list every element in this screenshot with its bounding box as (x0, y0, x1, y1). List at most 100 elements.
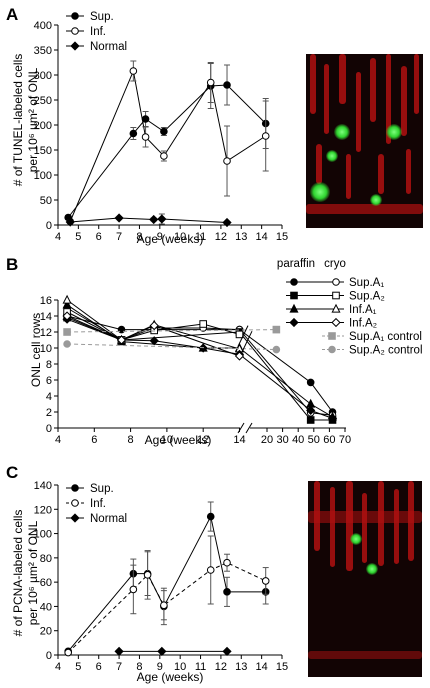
x-tick-label-b: 30 (276, 434, 288, 446)
series-line-c-0 (67, 515, 266, 652)
ylabel-b: ONL cell rows (29, 313, 43, 387)
y-tick-label-a: 400 (34, 20, 52, 32)
x-tick-label-c: 15 (276, 661, 288, 673)
x-tick-label-b: 70 (339, 434, 351, 446)
line-break-mark (237, 325, 249, 347)
legend-marker-b (332, 278, 340, 286)
legend-c: Sup. Inf. Normal (66, 483, 127, 525)
legend-marker-b (290, 278, 298, 286)
legend-label-a: Inf. (90, 26, 106, 38)
x-tick-label-b: 6 (91, 434, 97, 446)
data-point-a-2 (157, 214, 167, 224)
x-tick-label-c: 10 (174, 661, 186, 673)
data-point-b-9 (63, 340, 71, 348)
legend-marker-b (331, 303, 341, 313)
legend-marker-b (289, 303, 299, 313)
y-tick-label-a: 350 (34, 45, 52, 57)
data-point-a-2 (114, 213, 124, 223)
legend-marker-a (71, 12, 79, 20)
x-tick-label-b: 14 (233, 434, 245, 446)
y-tick-label-a: 150 (34, 145, 52, 157)
data-point-c-1 (129, 585, 138, 594)
x-tick-label-a: 13 (235, 231, 247, 243)
panel-letter-b: B (6, 255, 18, 274)
x-tick-label-a: 12 (215, 231, 227, 243)
data-point-c-2 (222, 646, 232, 656)
data-point-b-8 (63, 328, 71, 336)
y-tick-label-a: 0 (46, 220, 52, 232)
data-point-b-5 (62, 294, 72, 304)
data-point-b-7 (234, 351, 245, 361)
x-tick-label-b: 50 (308, 434, 320, 446)
legend-label-b: Inf.A₂ (349, 318, 377, 330)
legend-label-b: Sup.A₂ (349, 291, 385, 303)
x-tick-label-a: 5 (75, 231, 81, 243)
x-tick-label-a: 9 (157, 231, 163, 243)
legend-label-a: Sup. (90, 11, 114, 23)
x-tick-label-b: 4 (55, 434, 61, 446)
x-tick-label-c: 14 (256, 661, 268, 673)
y-tick-label-b: 12 (40, 327, 52, 339)
y-tick-label-b: 10 (40, 343, 52, 355)
chart-c: 0 20 40 60 80 100 120 140 4 5 6 7 8 9 10 11 12 13 14 15 (34, 480, 288, 673)
data-point-c-1 (160, 601, 168, 610)
data-point-b-9 (272, 345, 281, 354)
legend-marker-c (71, 499, 79, 507)
data-point-b-7 (62, 311, 72, 321)
legend-label-b: Sup.A₂ control (349, 345, 423, 357)
legend-marker-b (328, 345, 336, 354)
data-point-b-8 (272, 325, 281, 334)
data-point-b-6 (327, 413, 338, 424)
data-point-c-1 (143, 571, 152, 579)
legend-b: paraffin cryoSup.A₁Sup.A₂Inf.A₁Inf.A₂Sup.… (277, 258, 423, 357)
data-point-c-1 (64, 648, 72, 657)
ylabel-c-line1: # of PCNA-labeled cells (11, 510, 25, 637)
ylabel-c-line2: per 10⁶ µm² of ONL (26, 520, 40, 625)
data-point-a-0 (160, 127, 168, 136)
data-point-b-4 (62, 299, 72, 309)
data-point-c-0 (206, 512, 215, 521)
x-tick-label-c: 12 (215, 661, 227, 673)
legend-marker-b (328, 332, 336, 340)
legend-label-b: Sup.A₁ (349, 277, 384, 289)
data-point-a-1 (129, 67, 138, 75)
x-tick-label-a: 7 (116, 231, 122, 243)
data-point-a-0 (129, 129, 138, 138)
panel-letter-c: C (6, 463, 18, 482)
legend-label-c: Sup. (90, 483, 114, 495)
y-tick-label-c: 20 (40, 626, 52, 638)
series-line-b-7 (66, 315, 240, 357)
y-tick-label-a: 100 (34, 170, 52, 182)
xlabel-c: Age (weeks) (137, 670, 204, 684)
y-tick-label-a: 50 (40, 195, 52, 207)
data-point-a-1 (223, 157, 231, 165)
data-point-c-1 (206, 566, 215, 574)
data-point-c-1 (261, 577, 270, 585)
data-point-b-3 (199, 320, 207, 328)
data-point-a-1 (206, 78, 215, 87)
legend-marker-a (71, 27, 79, 35)
chart-a: 0 50 100 150 200 250 300 350 400 4 5 6 7 8 9 10 11 12 13 14… (34, 20, 288, 243)
x-tick-label-a: 8 (136, 231, 142, 243)
legend-marker-c (71, 484, 79, 492)
data-point-b-7 (116, 335, 127, 345)
line-break-mark (241, 330, 253, 353)
panel-letter-a: A (6, 5, 18, 24)
data-point-b-6 (306, 405, 316, 416)
y-tick-label-b: 4 (46, 391, 52, 403)
legend-label-c: Inf. (90, 498, 106, 510)
data-point-b-6 (149, 336, 159, 346)
data-point-a-2 (65, 217, 75, 227)
y-tick-label-c: 40 (40, 601, 52, 613)
chart-b: 0 2 4 6 8 10 12 14 16 4 6 8 10 12 14 20 30 40 50 60 70 (40, 294, 351, 446)
data-point-c-1 (223, 558, 231, 567)
x-tick-label-c: 13 (235, 661, 247, 673)
x-tick-label-a: 15 (276, 231, 288, 243)
x-tick-label-c: 8 (136, 661, 142, 673)
data-point-c-2 (157, 646, 167, 656)
y-tick-label-c: 0 (46, 650, 52, 662)
data-point-b-7 (149, 320, 159, 331)
data-point-b-0 (306, 378, 315, 387)
legend-marker-b (331, 317, 341, 328)
